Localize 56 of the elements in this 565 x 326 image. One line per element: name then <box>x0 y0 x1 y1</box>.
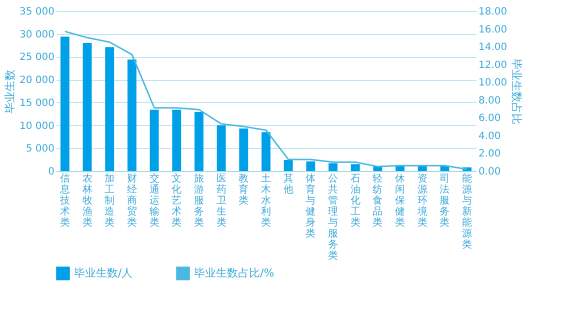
x-tick-label: 教育类 <box>238 174 249 206</box>
bar <box>216 125 226 171</box>
y2-axis-title: 毕业生数占比 <box>510 58 524 124</box>
bar <box>306 161 316 171</box>
x-tick-label: 医药卫生类 <box>216 174 226 228</box>
bar <box>150 110 159 171</box>
y2-tick-label: 10.00 <box>478 78 508 89</box>
bar <box>328 163 338 171</box>
y-tick-label: 35 000 <box>20 6 54 18</box>
x-tick-label: 文化艺术类 <box>172 172 182 228</box>
y2-tick-label: 18.00 <box>478 6 508 18</box>
bar <box>60 36 70 171</box>
x-tick-label: 体育与健身类 <box>306 172 316 240</box>
x-tick-label: 交通运输类 <box>149 172 160 228</box>
y-tick-label: 20 000 <box>20 75 54 86</box>
bar <box>127 59 136 171</box>
y2-tick-label: 14.00 <box>478 42 508 54</box>
y-axis-title: 毕业生数 <box>4 70 17 114</box>
x-tick-label: 石油化工类 <box>350 174 360 228</box>
y-tick-label: 0 <box>48 166 54 178</box>
x-tick-label: 休闲保健类 <box>395 174 406 228</box>
x-tick-label: 资源环境类 <box>416 172 428 228</box>
x-tick-label: 农林牧渔类 <box>81 174 92 228</box>
bar <box>239 128 248 171</box>
y2-tick-label: 4.00 <box>478 130 501 142</box>
x-tick-label: 公共管理与服务类 <box>328 172 338 262</box>
x-tick-label: 土木水利类 <box>261 172 271 228</box>
legend-label: 毕业生数/人 <box>74 266 133 280</box>
x-tick-label: 司法服务类 <box>440 174 450 228</box>
y2-tick-label: 12.00 <box>478 60 508 71</box>
x-tick-label: 旅游服务类 <box>194 172 204 228</box>
y2-tick-label: 2.00 <box>478 148 501 160</box>
bar <box>194 112 204 171</box>
y-tick-label: 15 000 <box>20 98 54 109</box>
x-tick-label: 轻纺食品类 <box>372 172 383 228</box>
x-tick-label: 财经商贸类 <box>126 172 137 228</box>
bar <box>172 110 182 171</box>
y-tick-label: 5 000 <box>26 144 54 155</box>
x-tick-label: 加工制造类 <box>104 172 115 228</box>
bar <box>82 43 92 171</box>
bar <box>262 132 270 171</box>
bar <box>105 47 114 171</box>
y-tick-label: 25 000 <box>20 52 54 64</box>
x-tick-label: 能源与新能源类 <box>462 172 472 250</box>
bar <box>284 160 293 171</box>
y-tick-label: 30 000 <box>20 29 54 40</box>
x-tick-label: 其他 <box>283 172 294 196</box>
bar <box>350 164 360 171</box>
y2-tick-label: 8.00 <box>478 95 501 106</box>
legend-label: 毕业生数占比/% <box>194 266 274 280</box>
line-series <box>64 30 468 170</box>
y-tick-label: 10 000 <box>20 120 54 132</box>
y2-tick-label: 0.00 <box>478 166 501 178</box>
x-tick-label: 信息技术类 <box>58 172 70 228</box>
y2-tick-label: 6.00 <box>478 113 501 124</box>
y2-tick-label: 16.00 <box>478 24 508 36</box>
